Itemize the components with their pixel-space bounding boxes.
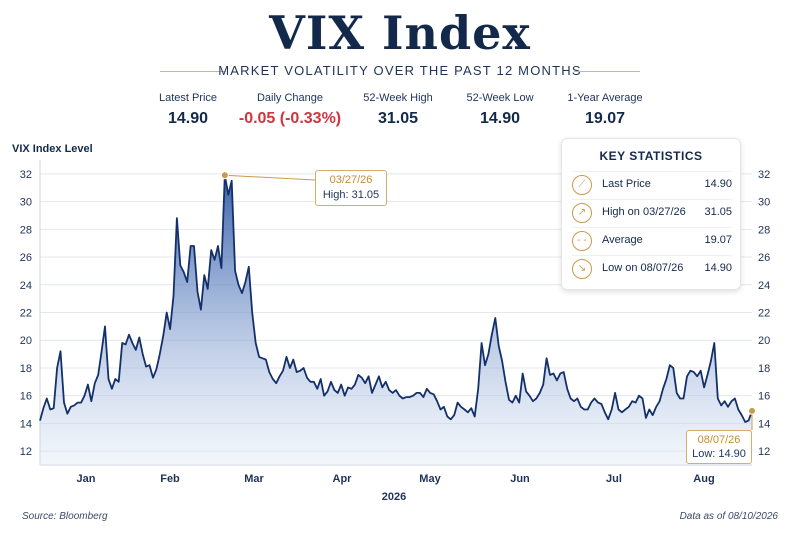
dashed-line-icon: - - [572,231,592,251]
stat-value: 14.90 [704,262,732,274]
high-callout: 03/27/26 High: 31.05 [315,170,387,206]
x-tick-label: May [419,473,441,485]
y-tick-label-left: 12 [20,446,32,458]
y-tick-label-left: 18 [20,363,32,375]
page-title: VIX Index [269,6,531,60]
high-leader-line [224,174,316,181]
metric-52-week-high: 52-Week High 31.05 [338,92,458,128]
stat-label: Average [602,234,643,246]
y-tick-label-right: 16 [758,391,770,403]
y-tick-label-right: 30 [758,197,770,209]
y-tick-label-right: 18 [758,363,770,375]
key-statistics-panel: KEY STATISTICS ⟋ Last Price 14.90 ↗ High… [561,138,741,290]
trend-down-icon: ↘ [572,259,592,279]
stat-row-average: - - Average 19.07 [572,227,732,254]
metric-label: Latest Price [158,92,218,104]
line-chart-icon: ⟋ [572,175,592,195]
metric-value: 14.90 [167,110,209,127]
y-tick-label-left: 14 [20,418,32,430]
as-of-note: Data as of 08/10/2026 [679,511,778,522]
y-tick-label-left: 22 [20,308,32,320]
low-callout: 08/07/26 Low: 14.90 [686,430,752,464]
stat-label: Low on 08/07/26 [602,262,684,274]
metric-value: 31.05 [377,110,419,127]
key-statistics-title: KEY STATISTICS [599,149,703,163]
x-tick-label: Jun [510,473,530,485]
y-tick-label-right: 20 [758,335,770,347]
y-tick-label-right: 32 [758,169,770,181]
metric-label: 1-Year Average [567,92,643,104]
y-tick-label-left: 20 [20,335,32,347]
y-tick-label-right: 24 [758,280,770,292]
stat-value: 31.05 [704,206,732,218]
metric-latest-price: Latest Price 14.90 [128,92,248,128]
x-tick-label: Feb [160,473,180,485]
stat-row-high: ↗ High on 03/27/26 31.05 [572,199,732,226]
y-axis-title: VIX Index Level [12,143,93,155]
metric-label: 52-Week Low [466,92,534,104]
metric-1-year-average: 1-Year Average 19.07 [545,92,665,128]
y-tick-label-left: 26 [20,252,32,264]
low-point-marker [748,406,756,415]
x-tick-label: Mar [244,473,264,485]
metric-label: Daily Change [256,92,324,104]
stat-label: Last Price [602,178,651,190]
stat-row-low: ↘ Low on 08/07/26 14.90 [572,255,732,282]
page-subtitle: MARKET VOLATILITY OVER THE PAST 12 MONTH… [218,63,582,78]
stat-value: 14.90 [704,178,732,190]
y-tick-label-left: 30 [20,197,32,209]
stat-value: 19.07 [704,234,732,246]
y-tick-label-left: 24 [20,280,32,292]
x-axis-title: 2026 [382,491,406,503]
x-tick-label: Apr [333,473,353,485]
metric-value: 19.07 [584,110,626,127]
x-tick-label: Aug [693,473,714,485]
y-tick-label-right: 26 [758,252,770,264]
metric-value: 14.90 [479,110,521,127]
y-tick-label-right: 22 [758,308,770,320]
low-callout-text: Low: 14.90 [692,448,746,460]
high-callout-text: High: 31.05 [322,189,380,201]
low-callout-date: 08/07/26 [697,434,741,446]
stat-row-last-price: ⟋ Last Price 14.90 [572,171,732,198]
high-point-marker [220,171,229,180]
y-tick-label-right: 28 [758,224,770,236]
trend-up-icon: ↗ [572,203,592,223]
x-tick-label: Jul [606,473,622,485]
metric-52-week-low: 52-Week Low 14.90 [440,92,560,128]
y-tick-label-left: 32 [20,169,32,181]
y-tick-label-right: 12 [758,446,770,458]
high-callout-date: 03/27/26 [329,174,373,186]
x-tick-label: Jan [77,473,96,485]
subtitle-rule-right [574,71,640,72]
metric-value: -0.05 (-0.33%) [238,110,342,127]
metric-label: 52-Week High [363,92,433,104]
y-tick-label-right: 14 [758,418,770,430]
series-line [39,174,753,423]
y-tick-label-left: 16 [20,391,32,403]
subtitle-rule-left [160,71,226,72]
metric-daily-change: Daily Change -0.05 (-0.33%) [230,92,350,128]
stat-label: High on 03/27/26 [602,206,686,218]
source-note: Source: Bloomberg [22,511,108,522]
y-tick-label-left: 28 [20,224,32,236]
